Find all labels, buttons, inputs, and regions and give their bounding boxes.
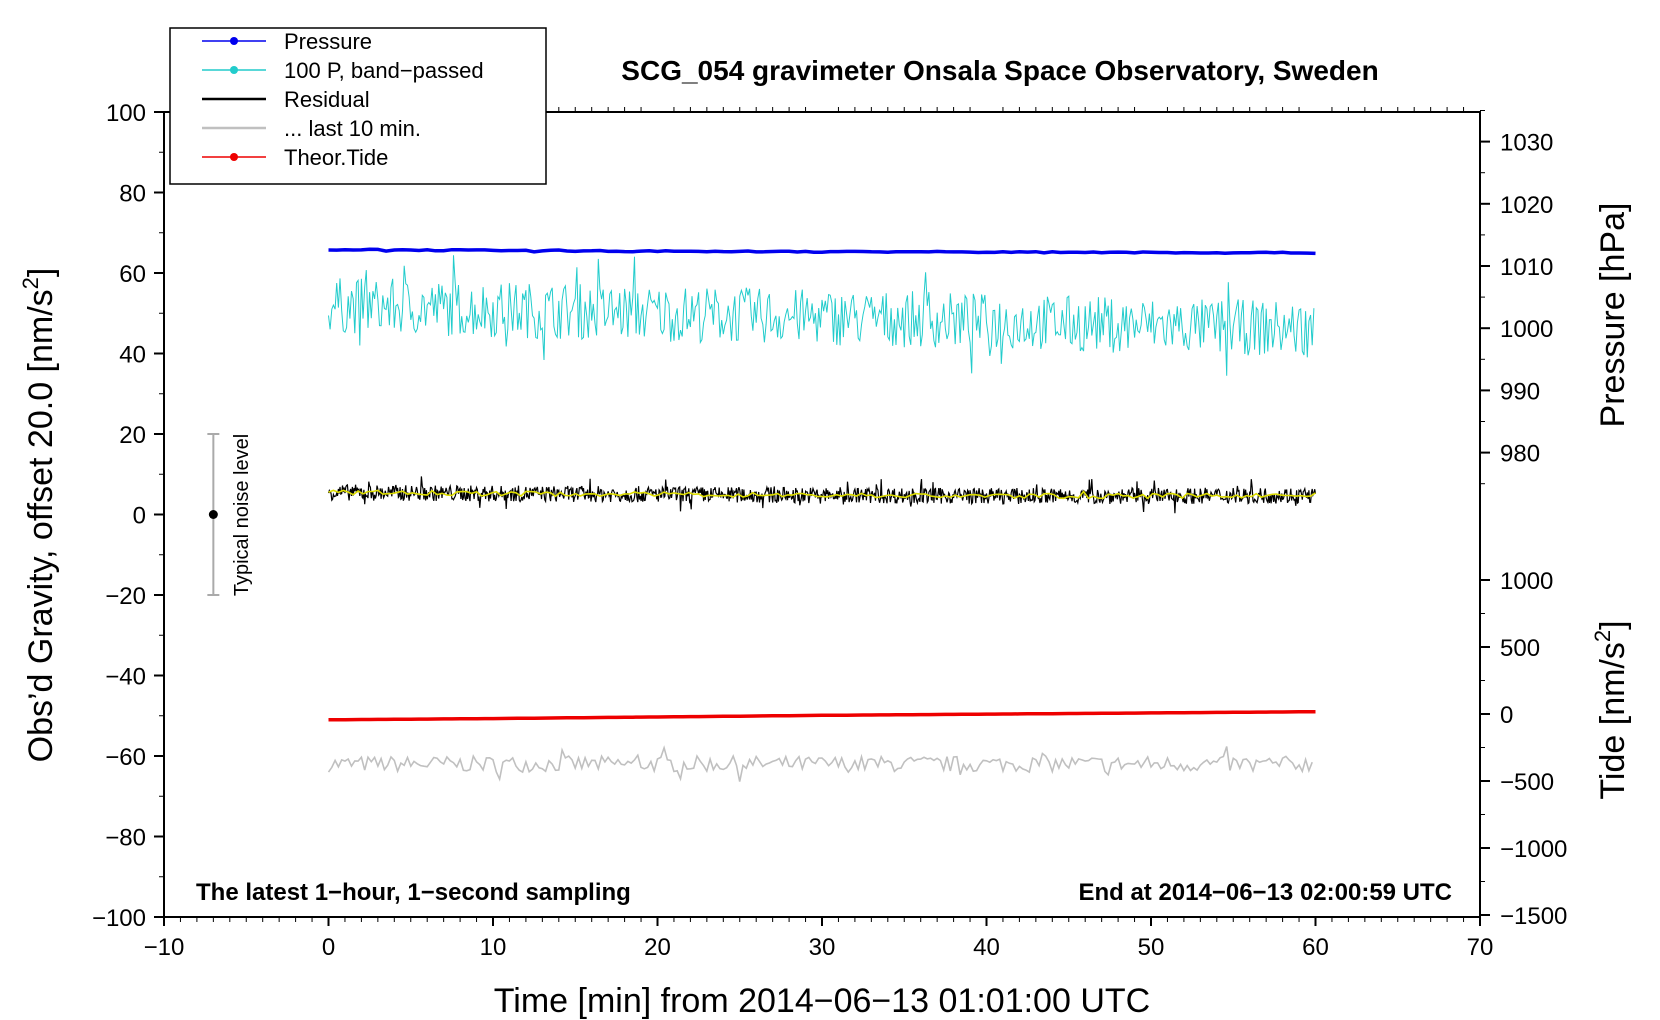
y-tick-label: 0	[133, 503, 146, 530]
x-tick-label: 0	[322, 934, 335, 961]
legend-marker	[230, 37, 238, 45]
tide-axis-title: Tide [nm/s2]	[1590, 620, 1632, 799]
y-tick-label: 60	[119, 261, 146, 288]
y-tick-label: 80	[119, 181, 146, 208]
legend: Pressure 100 P, band−passed Residual ... la…	[169, 27, 547, 185]
pressure-tick-label: 1020	[1500, 192, 1553, 219]
y-tick-label: −60	[105, 744, 146, 771]
axis-ticks: −10 0 10 20 30 40 50 60 70−100−80−60−40−20020406…	[92, 100, 1567, 961]
series-last-10-min	[327, 745, 1313, 782]
y-tick-label: −40	[105, 664, 146, 691]
pressure-tick-label: 1010	[1500, 254, 1553, 281]
x-tick-label: 50	[1138, 934, 1165, 961]
series-pressure	[328, 247, 1316, 256]
tide-tick-label: 1000	[1500, 568, 1553, 595]
legend-label: Residual	[284, 87, 370, 112]
tide-tick-label: −500	[1500, 769, 1554, 796]
noise-bar: Typical noise level	[207, 433, 253, 596]
y-axis-title: Obs’d Gravity, offset 20.0 [nm/s2]	[18, 268, 60, 763]
y-axis-title-main: Obs’d Gravity, offset 20.0 [nm/s	[22, 289, 60, 762]
pressure-tick-label: 980	[1500, 441, 1540, 468]
noise-bar-center	[208, 510, 218, 519]
x-tick-label: 10	[480, 934, 507, 961]
x-tick-label: 60	[1302, 934, 1329, 961]
series-band-passed-pressure	[328, 255, 1315, 376]
series-layer	[327, 247, 1317, 782]
annotation-right: End at 2014−06−13 02:00:59 UTC	[1078, 879, 1452, 906]
legend-marker	[230, 66, 238, 74]
tide-tick-label: −1000	[1500, 836, 1567, 863]
pressure-tick-label: 1000	[1500, 316, 1553, 343]
y-tick-label: −20	[105, 583, 146, 610]
chart-title: SCG_054 gravimeter Onsala Space Observat…	[621, 55, 1378, 86]
pressure-tick-label: 990	[1500, 378, 1540, 405]
y-tick-label: 100	[106, 100, 146, 127]
tide-axis-title-main: Tide [nm/s	[1594, 642, 1632, 799]
tide-tick-label: −1500	[1500, 903, 1567, 930]
x-tick-label: 30	[809, 934, 836, 961]
plot-frame	[163, 111, 1481, 918]
y-tick-label: −100	[92, 905, 146, 932]
y-axis-title-sup: 2	[18, 277, 43, 289]
legend-label: 100 P, band−passed	[284, 58, 484, 83]
pressure-tick-label: 1030	[1500, 130, 1553, 157]
legend-label: Theor.Tide	[284, 145, 388, 170]
y-tick-label: 20	[119, 422, 146, 449]
legend-marker	[230, 153, 238, 161]
legend-label: Pressure	[284, 29, 372, 54]
tide-axis-title-end: ]	[1594, 620, 1632, 629]
x-tick-label: 70	[1467, 934, 1494, 961]
x-tick-label: −10	[144, 934, 185, 961]
tide-axis-title-sup: 2	[1590, 630, 1615, 642]
y-tick-label: 40	[119, 342, 146, 369]
x-axis-title: Time [min] from 2014−06−13 01:01:00 UTC	[494, 982, 1150, 1020]
y-tick-label: −80	[105, 825, 146, 852]
x-tick-label: 40	[973, 934, 1000, 961]
x-tick-label: 20	[644, 934, 671, 961]
noise-bar-label: Typical noise level	[231, 434, 253, 596]
pressure-axis-title: Pressure [hPa]	[1594, 203, 1632, 428]
legend-box	[169, 27, 547, 185]
series-residual	[327, 476, 1317, 514]
tide-tick-label: 0	[1500, 702, 1513, 729]
series-theor-tide	[328, 709, 1316, 722]
tide-tick-label: 500	[1500, 635, 1540, 662]
legend-label: ... last 10 min.	[284, 116, 421, 141]
y-axis-title-end: ]	[22, 268, 60, 277]
series-residual-smoothed	[328, 489, 1316, 500]
annotation-left: The latest 1−hour, 1−second sampling	[196, 879, 631, 906]
